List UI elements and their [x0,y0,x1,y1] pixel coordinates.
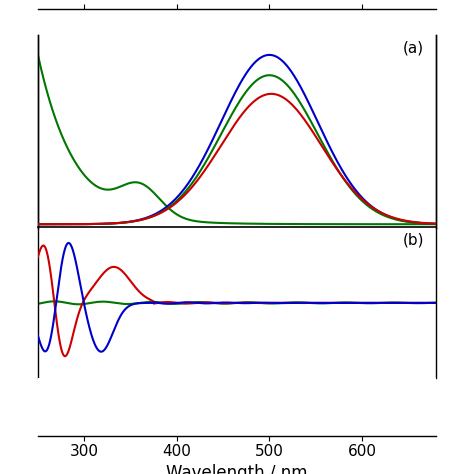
Text: (a): (a) [403,40,424,55]
X-axis label: Wavelength / nm: Wavelength / nm [166,464,308,474]
Text: (b): (b) [402,232,424,247]
